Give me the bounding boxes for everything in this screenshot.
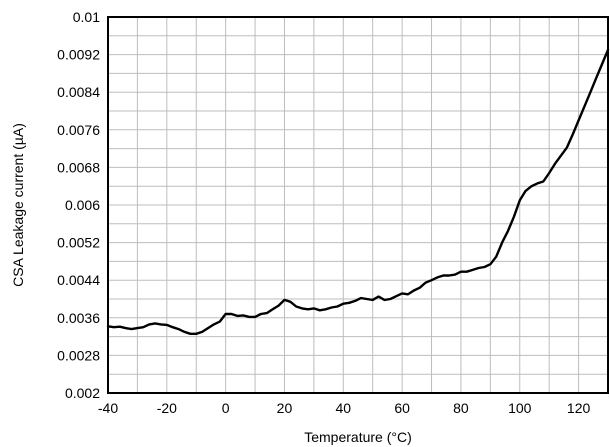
x-tick-label: -20 [157,400,177,416]
x-tick-label: -40 [98,400,118,416]
x-tick-label: 120 [567,400,591,416]
x-axis-label: Temperature (°C) [304,429,412,445]
y-tick-label: 0.0092 [57,47,100,63]
y-axis-label: CSA Leakage current (µA) [10,123,26,287]
y-tick-label: 0.002 [65,385,100,401]
y-tick-label: 0.0044 [57,272,100,288]
series-layer [106,48,610,335]
y-tick-label: 0.0068 [57,159,100,175]
x-tick-label: 20 [277,400,293,416]
y-tick-label: 0.0028 [57,347,100,363]
series-line [106,48,610,335]
y-tick-label: 0.0052 [57,235,100,251]
grid-lines [108,17,608,393]
y-tick-label: 0.0076 [57,122,100,138]
x-tick-labels: -40 -20 0 20 40 60 80 100 120 [98,400,591,416]
y-tick-labels: 0.002 0.0028 0.0036 0.0044 0.0052 0.006 0.0068… [57,9,100,401]
x-tick-label: 0 [222,400,230,416]
y-tick-label: 0.0036 [57,310,100,326]
x-tick-label: 40 [336,400,352,416]
x-tick-label: 60 [394,400,410,416]
x-tick-label: 100 [508,400,532,416]
y-tick-label: 0.0084 [57,84,100,100]
x-tick-label: 80 [453,400,469,416]
y-tick-label: 0.006 [65,197,100,213]
y-tick-label: 0.01 [73,9,100,25]
plot-frame [107,16,609,394]
